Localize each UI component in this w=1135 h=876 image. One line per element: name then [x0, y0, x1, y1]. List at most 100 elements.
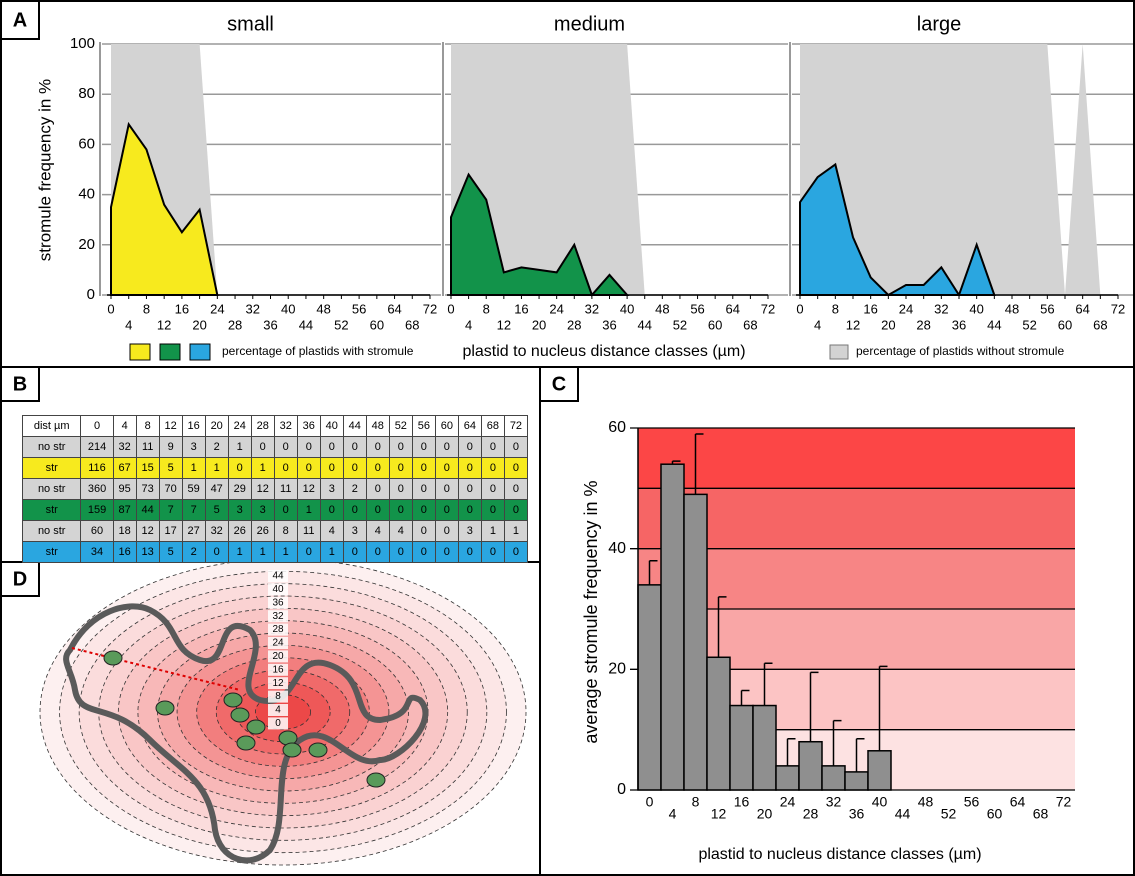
table-cell: no str [23, 437, 81, 458]
x-tick-label: 28 [228, 317, 242, 332]
table-cell: 73 [136, 479, 159, 500]
x-tick-label: 60 [987, 806, 1003, 822]
x-tick-label: 72 [1111, 301, 1125, 316]
table-cell: 3 [228, 500, 251, 521]
y-tick-label: 60 [608, 419, 626, 436]
table-cell: 0 [458, 479, 481, 500]
x-tick-label: 4 [465, 317, 472, 332]
x-tick-label: 4 [814, 317, 821, 332]
plastid [231, 708, 249, 722]
table-cell: 0 [274, 458, 297, 479]
table-cell: 4 [389, 521, 412, 542]
table-cell: 360 [81, 479, 113, 500]
table-cell: 1 [504, 521, 527, 542]
table-cell: 68 [481, 416, 504, 437]
table-cell: 95 [113, 479, 136, 500]
table-cell: 0 [389, 479, 412, 500]
table-cell: 3 [182, 437, 205, 458]
x-tick-label: 52 [941, 806, 957, 822]
table-cell: 0 [481, 458, 504, 479]
table-cell: 0 [366, 500, 389, 521]
y-tick-label: 80 [78, 85, 95, 102]
table-cell: 48 [366, 416, 389, 437]
panel-label: C [552, 373, 566, 395]
x-tick-label: 20 [192, 317, 206, 332]
x-tick-label: 0 [646, 794, 654, 810]
table-cell: 0 [389, 500, 412, 521]
table-cell: 0 [389, 437, 412, 458]
table-cell: 44 [343, 416, 366, 437]
table-row: str15987447753301000000000 [23, 500, 528, 521]
x-tick-label: 72 [423, 301, 437, 316]
legend-label: percentage of plastids without stromule [856, 344, 1064, 358]
table-cell: 0 [504, 437, 527, 458]
chart-title: large [917, 13, 961, 35]
plastid [104, 651, 122, 665]
table-cell: 36 [297, 416, 320, 437]
y-axis-label: stromule frequency in % [35, 79, 54, 261]
table-cell: 8 [274, 521, 297, 542]
x-tick-label: 36 [952, 317, 966, 332]
table-row: no str6018121727322626811434400311 [23, 521, 528, 542]
table-cell: 0 [228, 458, 251, 479]
table-cell: 0 [343, 458, 366, 479]
x-tick-label: 20 [881, 317, 895, 332]
bar [845, 772, 868, 790]
table-cell: 59 [182, 479, 205, 500]
table-cell: 28 [251, 416, 274, 437]
table-cell: 0 [343, 542, 366, 563]
table-cell: 0 [481, 500, 504, 521]
x-tick-label: 48 [316, 301, 330, 316]
table-cell: 0 [435, 521, 458, 542]
table-cell: 0 [366, 542, 389, 563]
table-cell: 214 [81, 437, 113, 458]
table-cell: 0 [481, 437, 504, 458]
panel-label: D [13, 568, 27, 590]
ring-label: 32 [272, 611, 284, 622]
table-cell: 1 [274, 542, 297, 563]
table-cell: 12 [297, 479, 320, 500]
table-cell: 4 [366, 521, 389, 542]
x-tick-label: 40 [281, 301, 295, 316]
y-tick-label: 20 [78, 236, 95, 253]
table-cell: 0 [481, 479, 504, 500]
legend-swatch [190, 344, 210, 360]
table-cell: 0 [389, 458, 412, 479]
table-cell: 0 [458, 437, 481, 458]
chart-title: small [227, 13, 274, 35]
x-tick-label: 60 [370, 317, 384, 332]
ring-label: 12 [272, 678, 284, 689]
table-cell: 0 [297, 458, 320, 479]
y-tick-label: 40 [78, 186, 95, 203]
x-tick-label: 64 [1075, 301, 1089, 316]
table-cell: 5 [159, 542, 182, 563]
x-tick-label: 4 [125, 317, 132, 332]
ring-label: 16 [272, 664, 284, 675]
bar [868, 751, 891, 790]
table-cell: 8 [136, 416, 159, 437]
table-cell: 0 [412, 479, 435, 500]
bar [822, 766, 845, 790]
x-tick-label: 32 [585, 301, 599, 316]
x-tick-label: 44 [637, 317, 651, 332]
table-cell: 11 [297, 521, 320, 542]
y-tick-label: 100 [70, 35, 95, 52]
plastid [283, 743, 301, 757]
x-tick-label: 44 [895, 806, 911, 822]
table-cell: 29 [228, 479, 251, 500]
x-tick-label: 36 [602, 317, 616, 332]
plastid [224, 693, 242, 707]
x-tick-label: 16 [175, 301, 189, 316]
x-tick-label: 68 [405, 317, 419, 332]
x-tick-label: 56 [964, 794, 980, 810]
table-cell: 12 [251, 479, 274, 500]
table-cell: 0 [435, 458, 458, 479]
table-cell: 0 [343, 437, 366, 458]
table-cell: 0 [366, 479, 389, 500]
plastid [309, 743, 327, 757]
ring-label: 4 [275, 705, 281, 716]
bar [753, 706, 776, 790]
x-tick-label: 0 [107, 301, 114, 316]
table-cell: 70 [159, 479, 182, 500]
count-table: dist µm048121620242832364044485256606468… [22, 415, 528, 563]
